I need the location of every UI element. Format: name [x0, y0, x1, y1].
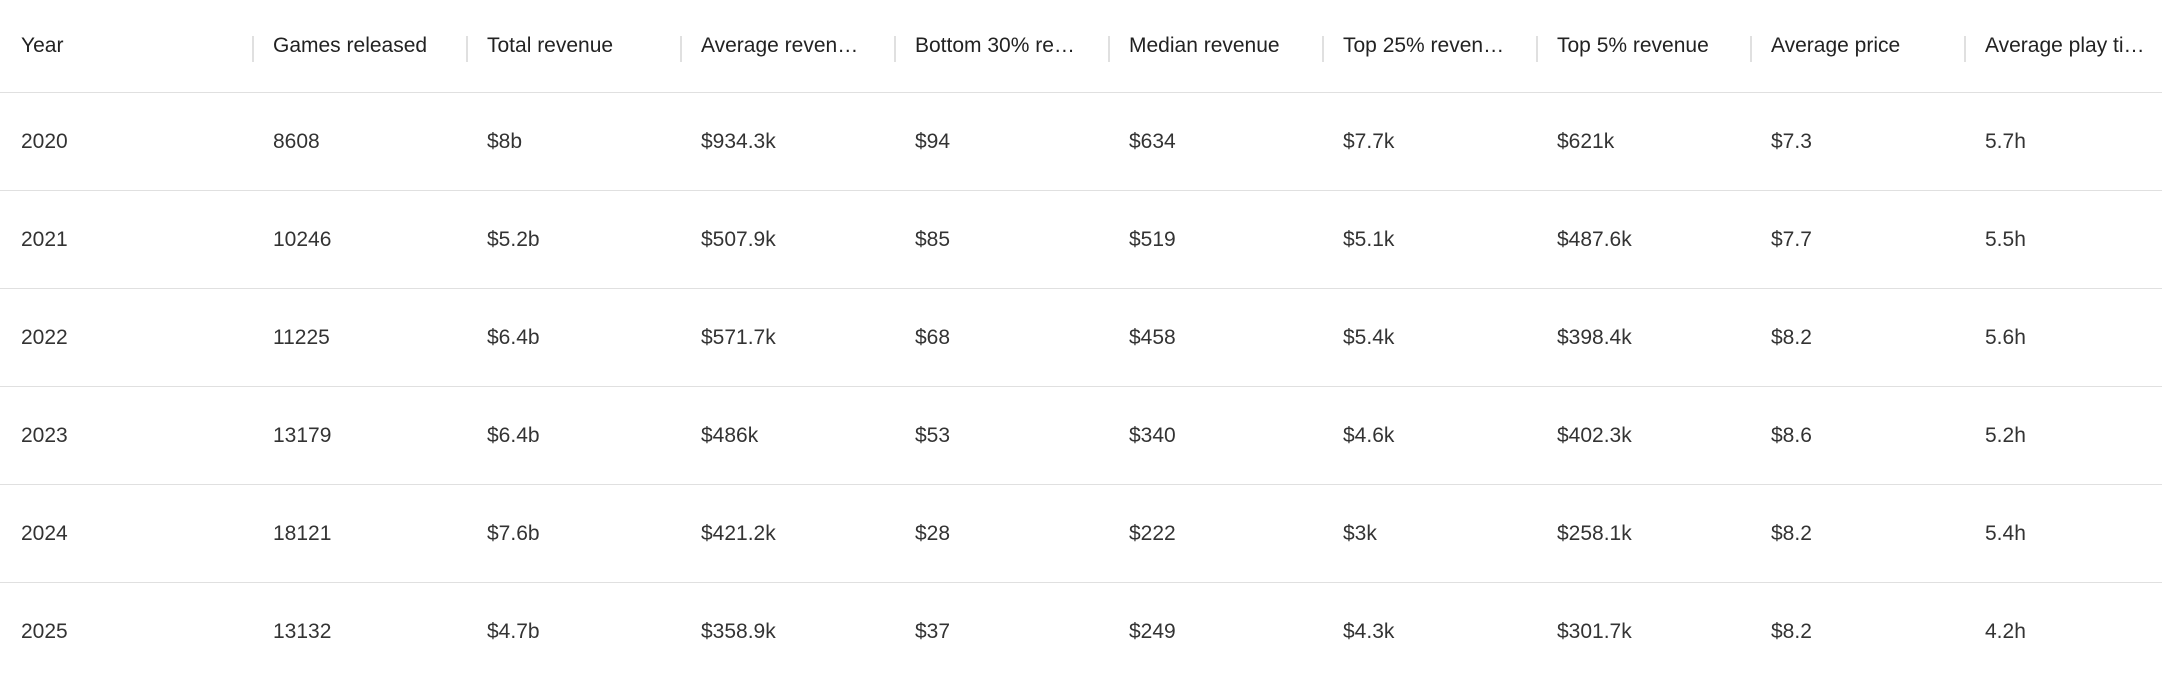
table-cell: $301.7k [1557, 619, 1632, 643]
table-row: 2023 13179 $6.4b $486k $53 $340 $4.6k $402.3k $8… [0, 386, 2162, 484]
table-row: 2020 8608 $8b $934.3k $94 $634 $7.7k $621k $7.3 5… [0, 92, 2162, 190]
table-cell: 18121 [273, 521, 332, 545]
table-cell: $934.3k [701, 129, 776, 153]
table-cell: 5.6h [1985, 325, 2026, 349]
table-row: 2024 18121 $7.6b $421.2k $28 $222 $3k $258.1k $8… [0, 484, 2162, 582]
table-cell: 2020 [21, 129, 68, 153]
table-cell: $402.3k [1557, 423, 1632, 447]
table-cell: $5.2b [487, 227, 540, 251]
table-cell: $37 [915, 619, 951, 643]
table-cell: $7.6b [487, 521, 540, 545]
table-cell: 2023 [21, 423, 68, 447]
table-cell: 2022 [21, 325, 68, 349]
column-header[interactable]: Average reven… [680, 0, 894, 92]
table-cell: $486k [701, 423, 759, 447]
table-cell: $421.2k [701, 521, 776, 545]
column-header[interactable]: Bottom 30% re… [894, 0, 1108, 92]
table-cell: 2025 [21, 619, 68, 643]
table-cell: 5.4h [1985, 521, 2026, 545]
table-cell: 5.2h [1985, 423, 2026, 447]
table-cell: $6.4b [487, 423, 540, 447]
table-cell: $8.6 [1771, 423, 1812, 447]
table-row: 2025 13132 $4.7b $358.9k $37 $249 $4.3k $301.7k… [0, 582, 2162, 680]
table-cell: $634 [1129, 129, 1176, 153]
table-cell: $94 [915, 129, 951, 153]
table-cell: $8.2 [1771, 521, 1812, 545]
table-cell: $5.4k [1343, 325, 1395, 349]
table-cell: $68 [915, 325, 951, 349]
column-header[interactable]: Top 25% reven… [1322, 0, 1536, 92]
column-header[interactable]: Games released [252, 0, 466, 92]
table-cell: 11225 [273, 325, 330, 349]
table-cell: $3k [1343, 521, 1377, 545]
column-header[interactable]: Average play ti… [1964, 0, 2162, 92]
table-cell: 5.7h [1985, 129, 2026, 153]
table-cell: $507.9k [701, 227, 776, 251]
table-cell: $340 [1129, 423, 1176, 447]
table-cell: $7.7k [1343, 129, 1395, 153]
table-cell: 13179 [273, 423, 332, 447]
table-cell: 8608 [273, 129, 320, 153]
table-cell: $85 [915, 227, 951, 251]
table-cell: $358.9k [701, 619, 776, 643]
table-cell: $8.2 [1771, 325, 1812, 349]
table-cell: $519 [1129, 227, 1176, 251]
table-cell: $4.3k [1343, 619, 1395, 643]
header-row: Year Games released Total revenue Average r… [0, 0, 2162, 92]
table-cell: $7.7 [1771, 227, 1812, 251]
table-cell: $53 [915, 423, 951, 447]
table-cell: $8.2 [1771, 619, 1812, 643]
table-cell: $621k [1557, 129, 1615, 153]
table-cell: $487.6k [1557, 227, 1632, 251]
table-cell: $458 [1129, 325, 1176, 349]
table-cell: $398.4k [1557, 325, 1632, 349]
column-header[interactable]: Year [21, 34, 64, 57]
table-cell: $258.1k [1557, 521, 1632, 545]
table-cell: 13132 [273, 619, 332, 643]
table-cell: 5.5h [1985, 227, 2026, 251]
column-header[interactable]: Median revenue [1108, 0, 1322, 92]
column-header[interactable]: Total revenue [466, 0, 680, 92]
table-cell: $6.4b [487, 325, 540, 349]
table-cell: $4.6k [1343, 423, 1395, 447]
table-row: 2021 10246 $5.2b $507.9k $85 $519 $5.1k $487.6k… [0, 190, 2162, 288]
table-cell: $28 [915, 521, 951, 545]
table-cell: $249 [1129, 619, 1176, 643]
column-header[interactable]: Top 5% revenue [1536, 0, 1750, 92]
table-cell: $571.7k [701, 325, 776, 349]
table-cell: $222 [1129, 521, 1176, 545]
table-row: 2022 11225 $6.4b $571.7k $68 $458 $5.4k $398.4k… [0, 288, 2162, 386]
table-cell: $8b [487, 129, 523, 153]
table-cell: $5.1k [1343, 227, 1395, 251]
column-header[interactable]: Average price [1750, 0, 1964, 92]
table-cell: $4.7b [487, 619, 540, 643]
table-cell: $7.3 [1771, 129, 1812, 153]
table-cell: 10246 [273, 227, 332, 251]
table-cell: 4.2h [1985, 619, 2026, 643]
table-cell: 2021 [21, 227, 68, 251]
table-cell: 2024 [21, 521, 68, 545]
